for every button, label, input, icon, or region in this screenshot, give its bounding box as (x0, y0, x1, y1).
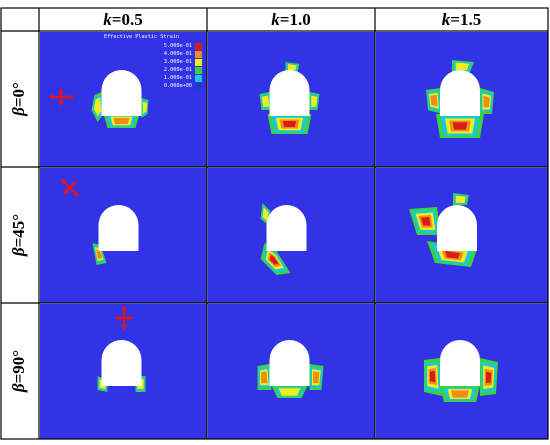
row-header-beta-0: β=0° (2, 31, 36, 167)
tunnel-opening (269, 340, 310, 386)
column-header-k-1.5: k =1.5 (375, 9, 548, 31)
legend-item-label: 5.000e-01 (163, 43, 192, 49)
tunnel-opening (101, 340, 142, 386)
legend-swatch (195, 67, 202, 74)
column-variable: k (441, 10, 451, 29)
tunnel-opening (269, 70, 310, 116)
legend-title: Effective Plastic Strain (104, 34, 179, 40)
row-header-beta-45: β=45° (2, 167, 36, 303)
strain-legend: Effective Plastic Strain 5.000e-01 4.000… (104, 34, 204, 92)
plastic-zone (261, 95, 270, 107)
plastic-zone (287, 64, 297, 71)
legend-item-label: 4.000e-01 (163, 51, 192, 57)
row-variable: β (9, 247, 28, 257)
legend-swatch (195, 59, 202, 66)
legend-item-label: 3.000e-01 (163, 59, 192, 65)
plastic-zone (269, 255, 279, 265)
row-value: =45° (9, 213, 28, 248)
plastic-zone (451, 390, 469, 398)
column-value: =0.5 (111, 10, 143, 29)
tunnel-opening (266, 205, 307, 251)
plastic-zone (485, 371, 492, 384)
panel-row0-col1 (208, 32, 375, 167)
column-value: =1.5 (450, 10, 482, 29)
panel-row0-col0 (40, 32, 207, 167)
row-variable: β (9, 107, 28, 116)
column-variable: k (103, 10, 112, 29)
plastic-zone (113, 117, 130, 125)
plastic-zone (420, 217, 431, 226)
legend-item-label: 1.000e-01 (163, 75, 192, 81)
legend-swatch (195, 43, 202, 50)
column-header-k-0.5: k =0.5 (39, 9, 207, 31)
row-variable: β (9, 383, 28, 393)
plastic-zone (455, 62, 470, 70)
plastic-zone (455, 195, 466, 203)
plastic-zone (444, 250, 460, 259)
legend-swatch (195, 75, 202, 82)
row-header-beta-90: β=90° (2, 303, 36, 439)
plastic-zone (142, 101, 148, 115)
plastic-zone (483, 95, 490, 108)
tunnel-opening (101, 70, 142, 116)
plastic-zone (262, 207, 269, 222)
table-lines (0, 7, 549, 440)
stress-direction-icon (60, 178, 80, 198)
plastic-zone (96, 249, 103, 259)
panel-row0-col2 (376, 32, 548, 167)
column-value: =1.0 (279, 10, 311, 29)
panel-row2-col2 (376, 304, 548, 439)
legend-item-label: 2.000e-01 (163, 67, 192, 73)
tunnel-opening (440, 70, 480, 116)
plastic-zone (452, 122, 468, 130)
legend-swatch (195, 51, 202, 58)
tunnel-opening (98, 205, 139, 251)
plastic-zone (261, 371, 268, 384)
legend-item-label: 0.000e+00 (163, 83, 192, 89)
panel-row1-col2 (376, 168, 548, 303)
stress-direction-icon (115, 306, 133, 330)
column-header-k-1.0: k =1.0 (207, 9, 375, 31)
row-value: =0° (9, 82, 28, 108)
plastic-zone (430, 94, 438, 107)
tunnel-opening (440, 340, 480, 386)
legend-swatch (195, 83, 202, 90)
panel-row1-col1 (208, 168, 375, 303)
column-variable: k (271, 10, 280, 29)
plastic-zone (311, 95, 318, 107)
plastic-zone (282, 121, 297, 127)
panel-row1-col0 (40, 168, 207, 303)
plastic-zone (429, 370, 436, 383)
stress-direction-icon (49, 88, 73, 106)
plastic-zone (278, 388, 301, 396)
row-value: =90° (9, 349, 28, 384)
panel-row2-col1 (208, 304, 375, 439)
plastic-zone (93, 97, 102, 117)
tunnel-opening (437, 205, 477, 251)
plastic-zone (313, 371, 320, 384)
